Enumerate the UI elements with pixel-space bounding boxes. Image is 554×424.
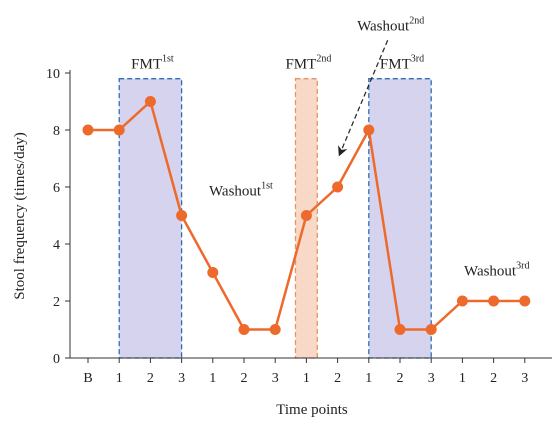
x-tick-label-2: 2 bbox=[147, 371, 154, 386]
y-tick-label-6: 6 bbox=[53, 181, 60, 196]
washout-annotation-3-superscript: 3rd bbox=[516, 260, 529, 271]
x-tick-label-3: 3 bbox=[178, 371, 185, 386]
fmt-period-2-superscript: 2nd bbox=[316, 54, 331, 65]
washout-annotation-1-label: Washout1st bbox=[209, 181, 273, 200]
washout-annotation-1-text: Washout bbox=[209, 184, 262, 200]
data-point-2 bbox=[144, 96, 156, 107]
data-point-11 bbox=[425, 324, 437, 335]
x-tick-label-13: 2 bbox=[490, 371, 497, 386]
washout-annotation-1-superscript: 1st bbox=[261, 181, 273, 192]
washout-annotation-3-label: Washout3rd bbox=[464, 260, 529, 279]
axes: 0 2 4 6 8 10 B 1 2 3 1 2 3 1 2 1 2 3 1 2 3 bbox=[46, 67, 552, 386]
data-point-3 bbox=[176, 210, 188, 221]
x-tick-label-6: 3 bbox=[272, 371, 279, 386]
x-tick-label-9: 1 bbox=[365, 371, 372, 386]
data-point-10 bbox=[394, 324, 406, 335]
x-axis-label: Time points bbox=[276, 402, 348, 418]
washout-annotation-2-superscript: 2nd bbox=[409, 15, 424, 26]
fmt-period-3-label: FMT3rd bbox=[380, 54, 424, 73]
y-tick-label-10: 10 bbox=[46, 67, 60, 82]
washout-annotation-2-text: Washout bbox=[357, 18, 410, 34]
x-tick-label-14: 3 bbox=[521, 371, 528, 386]
fmt-period-2-text: FMT bbox=[285, 57, 316, 73]
treatment-periods: FMT1st FMT2nd FMT3rd bbox=[118, 54, 432, 359]
x-tick-label-10: 2 bbox=[397, 371, 404, 386]
x-tick-label-5: 2 bbox=[241, 371, 248, 386]
x-tick-label-12: 1 bbox=[459, 371, 466, 386]
data-point-14 bbox=[519, 295, 531, 307]
y-tick-label-8: 8 bbox=[53, 124, 60, 139]
data-point-5 bbox=[238, 324, 250, 335]
data-point-1 bbox=[113, 124, 125, 136]
fmt-period-1-label: FMT1st bbox=[131, 54, 174, 73]
x-tick-label-8: 2 bbox=[334, 371, 341, 386]
y-tick-label-2: 2 bbox=[53, 295, 60, 310]
washout-annotation-3-text: Washout bbox=[464, 263, 517, 279]
y-tick-label-4: 4 bbox=[53, 238, 60, 253]
fmt-period-3 bbox=[368, 78, 432, 359]
washout-annotation-2-label: Washout2nd bbox=[357, 15, 424, 34]
fmt-period-3-text: FMT bbox=[380, 57, 411, 73]
x-tick-label-0: B bbox=[83, 371, 92, 386]
fmt-period-1-text: FMT bbox=[131, 57, 162, 73]
x-tick-label-7: 1 bbox=[303, 371, 310, 386]
data-series bbox=[82, 96, 531, 335]
data-point-8 bbox=[332, 181, 344, 193]
y-axis-label: Stool frequency (times/day) bbox=[12, 132, 28, 299]
x-tick-label-1: 1 bbox=[116, 371, 123, 386]
fmt-period-1-superscript: 1st bbox=[162, 54, 174, 65]
y-tick-label-0: 0 bbox=[53, 352, 60, 367]
fmt-period-3-superscript: 3rd bbox=[411, 54, 424, 65]
x-tick-label-11: 3 bbox=[428, 371, 435, 386]
fmt-period-2-label: FMT2nd bbox=[285, 54, 331, 73]
data-point-4 bbox=[207, 267, 219, 278]
data-point-7 bbox=[300, 210, 312, 221]
data-point-6 bbox=[269, 324, 281, 335]
data-point-12 bbox=[456, 295, 468, 307]
data-point-9 bbox=[363, 124, 375, 136]
data-point-13 bbox=[488, 295, 500, 307]
data-point-0 bbox=[82, 124, 94, 136]
x-tick-label-4: 1 bbox=[209, 371, 216, 386]
washout-annotation-2-arrow bbox=[338, 40, 389, 157]
